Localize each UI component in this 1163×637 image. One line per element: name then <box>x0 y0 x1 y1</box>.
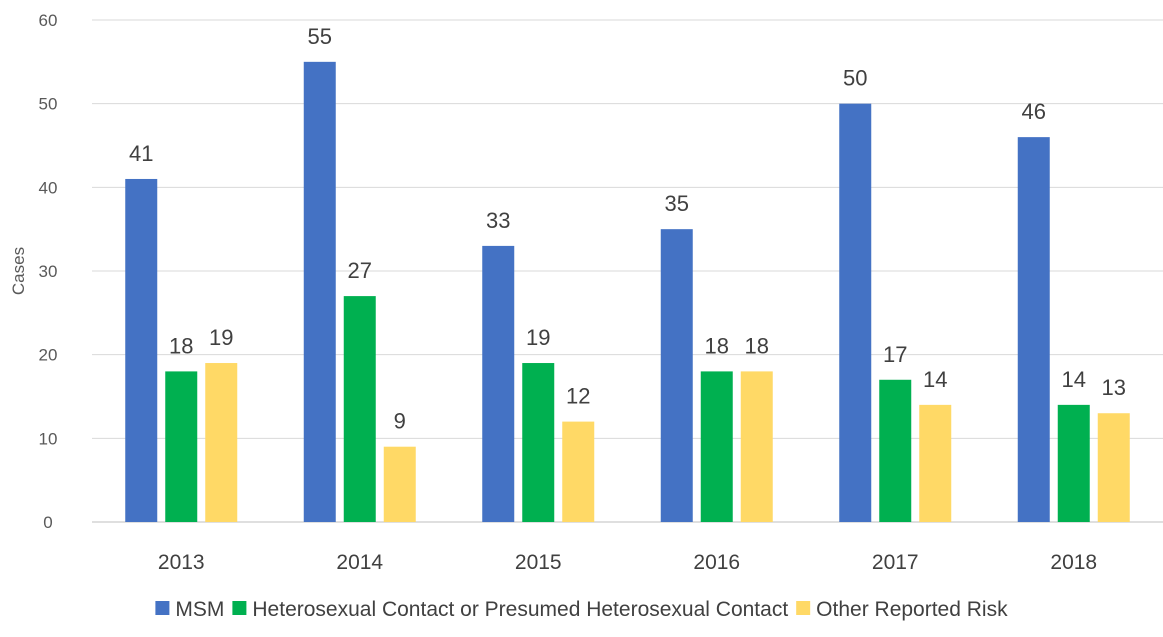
x-tick-label: 2016 <box>693 551 740 574</box>
gridlines <box>92 19 1163 523</box>
x-axis-ticks: 2013 2014 2015 2016 2017 2018 <box>158 551 1097 574</box>
x-tick-label: 2013 <box>158 551 205 574</box>
data-label: 19 <box>526 325 550 350</box>
bar <box>1057 404 1090 522</box>
y-tick-label: 50 <box>39 95 58 114</box>
y-tick-label: 40 <box>39 178 58 197</box>
legend-swatch <box>796 601 811 615</box>
data-label: 18 <box>705 333 729 358</box>
bar <box>205 363 238 522</box>
x-tick-label: 2015 <box>515 551 562 574</box>
bar <box>562 421 595 522</box>
data-label: 33 <box>486 208 510 233</box>
bar <box>879 379 912 522</box>
y-tick-label: 0 <box>43 513 52 532</box>
data-labels: 41 18 19 55 27 9 33 19 12 35 18 18 50 17 14 46 14 13 <box>129 24 1126 434</box>
legend-item: MSM <box>155 598 224 621</box>
bar <box>343 296 376 522</box>
data-label: 55 <box>308 24 332 49</box>
data-label: 27 <box>348 258 372 283</box>
data-label: 50 <box>843 66 867 91</box>
bar <box>700 371 733 522</box>
legend-swatch <box>232 601 247 615</box>
bars <box>125 61 1130 523</box>
y-axis-ticks: 0 10 20 30 40 50 60 <box>39 11 58 532</box>
bar <box>919 404 952 522</box>
data-label: 35 <box>665 191 689 216</box>
legend-item: Other Reported Risk <box>796 598 1008 621</box>
y-tick-label: 10 <box>39 429 58 448</box>
bar <box>1097 413 1130 522</box>
bar <box>482 245 515 522</box>
y-tick-label: 30 <box>39 262 58 281</box>
data-label: 14 <box>1062 367 1086 392</box>
y-axis-title: Cases <box>9 247 28 295</box>
y-tick-label: 60 <box>39 11 58 30</box>
bar <box>125 178 158 522</box>
data-label: 13 <box>1102 375 1126 400</box>
data-label: 46 <box>1022 99 1046 124</box>
legend-item: Heterosexual Contact or Presumed Heteros… <box>232 598 788 621</box>
data-label: 18 <box>745 333 769 358</box>
data-label: 41 <box>129 141 153 166</box>
data-label: 14 <box>923 367 947 392</box>
legend-label: MSM <box>175 598 224 621</box>
bar <box>1017 137 1050 522</box>
bar <box>522 363 555 522</box>
legend-label: Other Reported Risk <box>816 598 1008 621</box>
x-tick-label: 2014 <box>336 551 383 574</box>
bar <box>660 229 693 522</box>
y-tick-label: 20 <box>39 346 58 365</box>
data-label: 9 <box>394 409 406 434</box>
bar <box>383 446 416 522</box>
bar <box>740 371 773 522</box>
legend-label: Heterosexual Contact or Presumed Heteros… <box>252 598 788 621</box>
bar <box>165 371 198 522</box>
x-tick-label: 2018 <box>1050 551 1097 574</box>
data-label: 18 <box>169 333 193 358</box>
data-label: 12 <box>566 384 590 409</box>
legend-swatch <box>155 601 170 615</box>
data-label: 17 <box>883 342 907 367</box>
bar <box>839 103 872 523</box>
legend: MSM Heterosexual Contact or Presumed Hete… <box>155 598 1008 621</box>
x-tick-label: 2017 <box>872 551 919 574</box>
data-label: 19 <box>209 325 233 350</box>
bar <box>303 61 336 522</box>
